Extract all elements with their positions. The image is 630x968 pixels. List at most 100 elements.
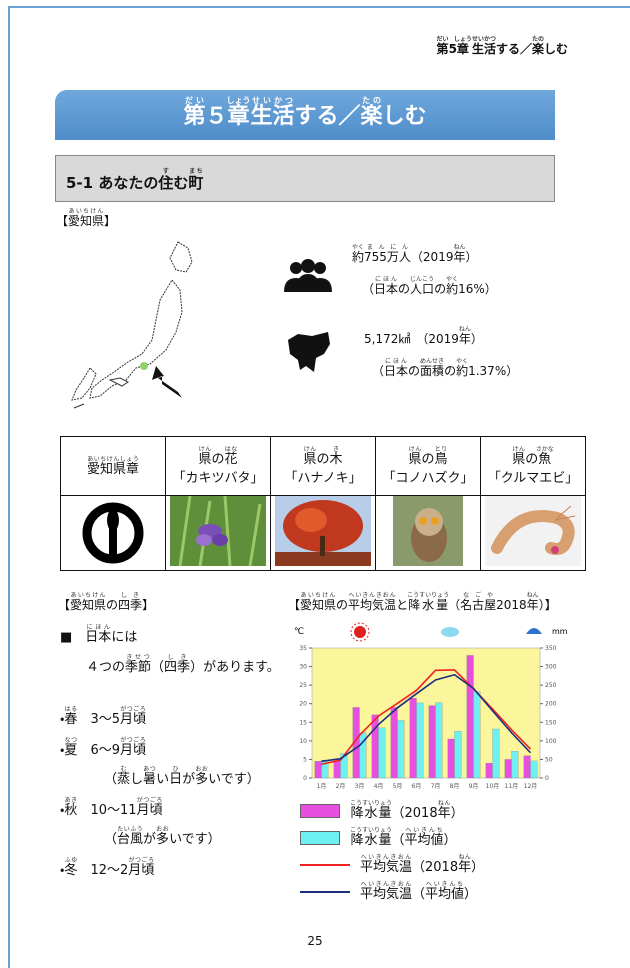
ruby-base: 年 [458, 332, 471, 346]
text-run: ・ [60, 863, 65, 878]
symbol-name: 「クルマエビ」 [487, 471, 579, 486]
symbol-header: 県けんの鳥とり 「コノハズク」 [375, 436, 481, 496]
ruby-text: 暑あつ [143, 766, 156, 787]
temperature-line [321, 669, 532, 766]
ruby-base: 県 [408, 452, 422, 467]
symbol-header-text: 県けんの花はな [166, 446, 270, 467]
ruby-base: 生活 [250, 104, 295, 129]
ruby-text: 県けん [512, 446, 525, 467]
ruby-text: 季節きせつ [125, 654, 151, 675]
y-tick-label: 10 [299, 738, 307, 745]
text-run: （ [391, 833, 405, 848]
ruby-text: 約やく [456, 358, 468, 378]
x-tick-label: 2月 [336, 783, 346, 790]
ruby-text: 県けん [303, 446, 316, 467]
section-title: 5-1 あなたの住すむ町まち [66, 168, 203, 193]
furigana: おお [156, 826, 170, 833]
season-item: ・秋あき 10～11月頃がつごろ [60, 797, 163, 818]
x-tick-label: 8月 [450, 783, 460, 790]
symbol-header-text: 県けんの魚さかな [481, 446, 585, 467]
ruby-base: 年 [437, 806, 451, 821]
ruby-text: 年ねん [458, 326, 471, 346]
furigana: やく [352, 244, 365, 251]
furigana: まち [188, 168, 204, 175]
furigana: けん [303, 446, 317, 453]
precip-bar [447, 738, 455, 779]
ruby-base: 台風 [117, 832, 144, 847]
ruby-base: 愛知県 [70, 598, 107, 612]
ruby-base: 降水量 [407, 598, 450, 612]
text-run: 16%） [458, 282, 497, 296]
y-tick-label: 15 [299, 719, 307, 726]
ruby-base: 春 [64, 712, 78, 727]
ruby-base: 年 [458, 860, 472, 875]
ruby-text: 日ひ [169, 766, 182, 787]
ruby-base: 冬 [64, 863, 78, 878]
text-run: （ [104, 772, 118, 787]
furigana: けん [408, 446, 422, 453]
text-run: が [143, 832, 157, 847]
furigana: しょう [453, 36, 472, 43]
furigana: じんこう [410, 276, 435, 283]
ruby-text: 約やく [352, 244, 365, 264]
legend-item: 平均気温へいきんきおん（平均値へいきんち） [300, 881, 477, 902]
ruby-text: 章しょう [226, 96, 250, 129]
ruby-base: 楽 [360, 104, 383, 129]
furigana: だい [183, 96, 206, 105]
furigana: へいきんきおん [348, 592, 397, 599]
ruby-text: 年ねん [453, 244, 465, 264]
ruby-base: 木 [329, 452, 343, 467]
text-run: しむ [382, 104, 427, 129]
furigana: せいかつ [250, 96, 295, 105]
precip-bar [340, 753, 348, 779]
text-run: には [111, 630, 138, 645]
flower-image [170, 495, 266, 567]
x-tick-label: 12月 [524, 783, 538, 790]
furigana: まんにん [364, 244, 411, 251]
text-run: が [182, 772, 196, 787]
ruby-base: 面積 [420, 364, 445, 378]
text-run: ） [471, 860, 485, 875]
y2-tick-label: 200 [545, 701, 557, 708]
symbol-header-text: 県けんの木き [271, 446, 375, 467]
ruby-text: 鳥とり [435, 446, 448, 467]
ruby-text: 日本にほん [384, 358, 408, 378]
text-run: の [106, 598, 119, 612]
season-item: ・夏なつ 6～9月頃がつごろ [60, 737, 146, 758]
furigana: はる [64, 706, 78, 713]
ruby-text: 降水量こうすいりょう [407, 592, 450, 612]
ruby-text: 県けん [198, 446, 211, 467]
precip-bar [523, 755, 531, 779]
x-tick-label: 6月 [412, 783, 422, 790]
text-run: ）】 [538, 598, 557, 612]
text-run: の [336, 598, 349, 612]
furigana: にほん [384, 358, 409, 365]
text-run: いです） [208, 772, 260, 787]
text-run: 10～11 [77, 803, 137, 818]
symbol-header: 県けんの魚さかな「クルマエビ」 [480, 436, 586, 496]
ruby-base: 愛知県 [300, 598, 337, 612]
precip-bar [333, 761, 341, 779]
furigana: ねん [453, 244, 466, 251]
ruby-base: 約 [352, 250, 365, 264]
ruby-text: 月頃がつごろ [128, 857, 154, 878]
ruby-text: 第だい [183, 96, 205, 129]
furigana: あいちけん [300, 592, 337, 599]
precip-bar [530, 760, 538, 779]
ruby-base: 名古屋 [460, 598, 497, 612]
ruby-base: 降水量 [350, 833, 393, 848]
ruby-text: 楽たの [532, 36, 544, 56]
text-run: 5,172㎢ （2019 [364, 332, 459, 346]
aichi-shape-icon [288, 332, 330, 372]
season-note: （台風たいふうが多おおいです） [104, 826, 221, 847]
ruby-base: 四季 [164, 660, 191, 675]
x-tick-label: 10月 [486, 783, 500, 790]
furigana: たいふう [117, 826, 144, 833]
furigana: ふゆ [64, 857, 78, 864]
y-tick-label: 20 [299, 701, 307, 708]
furigana: はな [224, 446, 238, 453]
furigana: ねん [458, 854, 472, 861]
text-run: 5 [448, 42, 457, 56]
precip-bar [428, 705, 436, 779]
y-tick-label: 25 [299, 682, 307, 689]
